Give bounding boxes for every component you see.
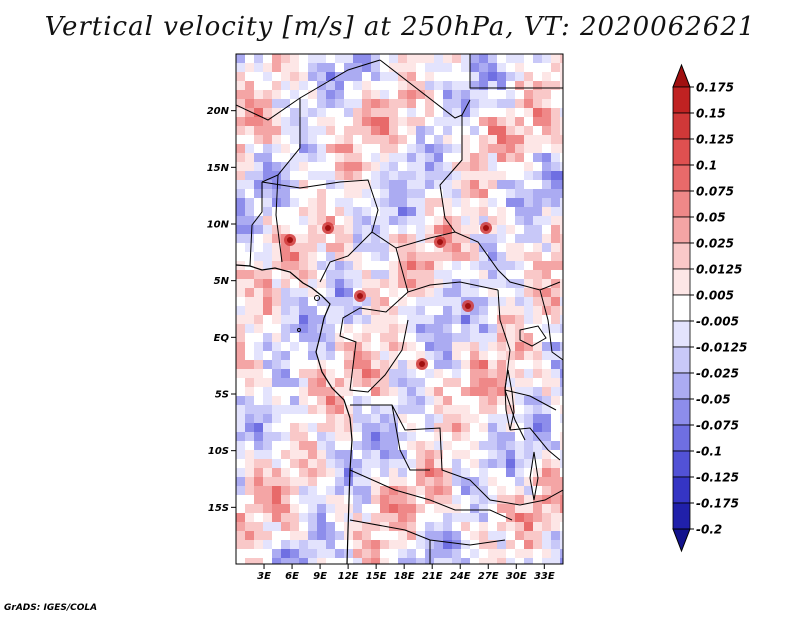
colorbar-label: 0.15 (696, 107, 726, 121)
colorbar-swatch (672, 294, 691, 322)
lon-tick-label: 9E (313, 571, 327, 582)
colorbar-swatch (672, 320, 691, 348)
longitude-ticks: 3E 6E 9E 12E 15E 18E 21E 24E 27E 30E 33E (257, 564, 555, 582)
island-sao-tome (297, 328, 301, 332)
colorbar-swatch (672, 86, 691, 114)
colorbar-label: 0.025 (696, 237, 734, 251)
lon-tick-label: 15E (366, 571, 387, 582)
colorbar-swatch (672, 242, 691, 270)
colorbar-swatch (672, 398, 691, 426)
colorbar-label: 0.175 (696, 81, 734, 95)
border-south (349, 404, 563, 564)
lon-tick-label: 3E (257, 571, 271, 582)
velocity-field (236, 54, 563, 564)
country-borders (236, 54, 563, 564)
colorbar-label: -0.1 (696, 445, 722, 459)
colorbar-label: 0.005 (696, 289, 734, 303)
colorbar-label: -0.025 (696, 367, 739, 381)
lake-malawi (529, 451, 539, 501)
colorbar-swatch (672, 424, 691, 452)
grads-credit: GrADS: IGES/COLA (4, 603, 98, 613)
border-central (339, 231, 561, 393)
lon-tick-label: 27E (478, 571, 499, 582)
colorbar-label: 0.05 (696, 211, 726, 225)
colorbar-label: 0.075 (696, 185, 734, 199)
lon-tick-label: 12E (338, 571, 359, 582)
colorbar: 0.175 0.15 0.125 0.1 0.075 0.05 0.025 0.0125 0.0… (672, 63, 747, 553)
colorbar-swatch (672, 346, 691, 374)
lon-tick-label: 30E (506, 571, 527, 582)
colorbar-label: 0.1 (696, 159, 717, 173)
colorbar-label: -0.2 (696, 523, 722, 537)
colorbar-label: -0.075 (696, 419, 739, 433)
colorbar-swatch (672, 164, 691, 192)
colorbar-swatch (672, 450, 691, 478)
lake-tanganyika (504, 369, 515, 431)
colorbar-label: 0.125 (696, 133, 734, 147)
lon-tick-label: 21E (422, 571, 443, 582)
colorbar-swatch (672, 476, 691, 504)
map-frame (235, 53, 564, 565)
lat-tick-label: 10S (208, 446, 229, 457)
colorbar-top-arrow (672, 63, 691, 88)
latitude-ticks: 20N 15N 10N 5N EQ 5S 10S 15S (207, 106, 236, 514)
colorbar-label: -0.005 (696, 315, 739, 329)
colorbar-swatch (672, 216, 691, 244)
colorbar-swatch (672, 268, 691, 296)
colorbar-swatch (672, 138, 691, 166)
island-bioko (314, 295, 320, 301)
border-northeast (461, 54, 563, 116)
colorbar-label: -0.125 (696, 471, 739, 485)
lat-tick-label: 5N (214, 276, 230, 287)
lon-tick-label: 18E (394, 571, 415, 582)
plot-title: Vertical velocity [m/s] at 250hPa, VT: 2… (44, 12, 756, 42)
colorbar-swatch (672, 502, 691, 530)
coastline-west (236, 264, 353, 564)
colorbar-label: 0.0125 (696, 263, 742, 277)
lon-tick-label: 33E (534, 571, 555, 582)
colorbar-swatch (672, 112, 691, 140)
lat-tick-label: 5S (215, 390, 229, 401)
colorbar-label: -0.175 (696, 497, 739, 511)
lon-tick-label: 24E (450, 571, 471, 582)
colorbar-swatch (672, 372, 691, 400)
lat-tick-label: 15S (208, 503, 229, 514)
border-north (236, 59, 463, 233)
colorbar-label: -0.0125 (696, 341, 747, 355)
lon-tick-label: 6E (285, 571, 299, 582)
lat-tick-label: EQ (214, 333, 230, 344)
colorbar-bottom-arrow (672, 528, 691, 553)
border-sahel (249, 174, 379, 283)
lat-tick-label: 10N (207, 220, 230, 231)
lat-tick-label: 20N (207, 106, 230, 117)
colorbar-label: -0.05 (696, 393, 731, 407)
lake-victoria (519, 325, 547, 347)
colorbar-swatch (672, 190, 691, 218)
lat-tick-label: 15N (207, 163, 230, 174)
